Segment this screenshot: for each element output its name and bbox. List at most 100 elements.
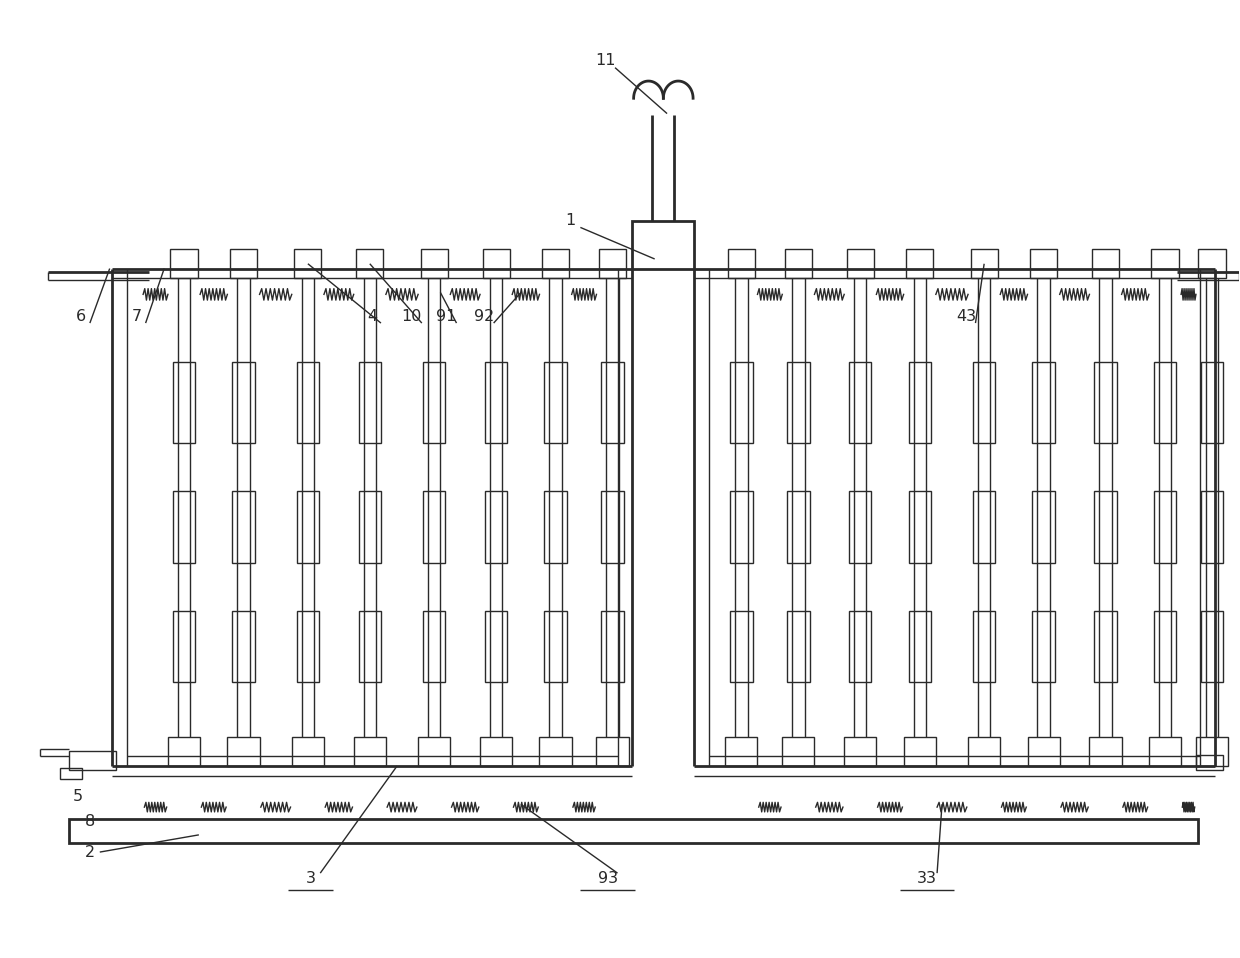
Bar: [787, 362, 810, 444]
Bar: [730, 362, 753, 444]
Bar: [782, 738, 815, 766]
Bar: [1092, 249, 1120, 278]
Bar: [1095, 490, 1117, 562]
Bar: [1154, 362, 1176, 444]
Bar: [485, 490, 507, 562]
Bar: [787, 610, 810, 682]
Bar: [973, 490, 996, 562]
Text: 92: 92: [474, 308, 494, 324]
Bar: [904, 738, 936, 766]
Bar: [542, 249, 569, 278]
Bar: [418, 738, 450, 766]
Bar: [358, 490, 381, 562]
Bar: [423, 490, 445, 562]
Bar: [1149, 738, 1180, 766]
Bar: [849, 490, 872, 562]
Bar: [596, 738, 629, 766]
Bar: [1200, 362, 1223, 444]
Bar: [358, 610, 381, 682]
Bar: [480, 738, 512, 766]
Bar: [61, 768, 82, 780]
Text: 4: 4: [367, 308, 377, 324]
Bar: [232, 362, 254, 444]
Bar: [730, 610, 753, 682]
Bar: [356, 249, 383, 278]
Bar: [968, 738, 1001, 766]
Bar: [973, 610, 996, 682]
Bar: [1030, 249, 1058, 278]
Bar: [420, 249, 448, 278]
Bar: [1198, 249, 1225, 278]
Text: 3: 3: [305, 872, 315, 886]
Bar: [847, 249, 874, 278]
Bar: [1195, 738, 1228, 766]
Bar: [544, 490, 567, 562]
Bar: [1090, 738, 1122, 766]
Text: 11: 11: [595, 53, 615, 67]
Bar: [1154, 610, 1176, 682]
Bar: [172, 610, 195, 682]
Bar: [728, 249, 755, 278]
Bar: [544, 362, 567, 444]
Bar: [1095, 610, 1117, 682]
Bar: [172, 362, 195, 444]
Bar: [601, 490, 624, 562]
Text: 91: 91: [436, 308, 456, 324]
Bar: [906, 249, 934, 278]
Bar: [849, 362, 872, 444]
Bar: [291, 738, 324, 766]
Bar: [787, 490, 810, 562]
Bar: [229, 249, 257, 278]
Bar: [632, 220, 694, 268]
Bar: [730, 490, 753, 562]
Text: 7: 7: [131, 308, 143, 324]
Bar: [725, 738, 758, 766]
Bar: [232, 490, 254, 562]
Bar: [1028, 738, 1060, 766]
Bar: [68, 818, 1198, 842]
Bar: [296, 490, 319, 562]
Text: 43: 43: [957, 308, 977, 324]
Bar: [539, 738, 572, 766]
Bar: [849, 610, 872, 682]
Bar: [232, 610, 254, 682]
Bar: [227, 738, 259, 766]
Bar: [601, 362, 624, 444]
Bar: [1095, 362, 1117, 444]
Bar: [485, 610, 507, 682]
Text: 6: 6: [76, 308, 87, 324]
Bar: [1033, 490, 1055, 562]
Text: 10: 10: [402, 308, 422, 324]
Bar: [1154, 490, 1176, 562]
Bar: [1200, 490, 1223, 562]
Bar: [485, 362, 507, 444]
Bar: [785, 249, 812, 278]
Bar: [68, 751, 115, 770]
Bar: [167, 738, 200, 766]
Bar: [482, 249, 510, 278]
Bar: [296, 362, 319, 444]
Bar: [844, 738, 877, 766]
Bar: [170, 249, 197, 278]
Bar: [971, 249, 998, 278]
Text: 8: 8: [84, 814, 95, 829]
Bar: [544, 610, 567, 682]
Bar: [909, 610, 931, 682]
Text: 1: 1: [565, 214, 575, 228]
Bar: [1033, 610, 1055, 682]
Text: 5: 5: [72, 789, 83, 804]
Bar: [296, 610, 319, 682]
Bar: [601, 610, 624, 682]
Bar: [599, 249, 626, 278]
Bar: [909, 362, 931, 444]
Bar: [294, 249, 321, 278]
Bar: [172, 490, 195, 562]
Bar: [353, 738, 386, 766]
Text: 33: 33: [918, 872, 937, 886]
Bar: [1195, 755, 1223, 770]
Text: 2: 2: [84, 845, 95, 859]
Bar: [973, 362, 996, 444]
Bar: [1033, 362, 1055, 444]
Bar: [423, 610, 445, 682]
Text: 93: 93: [598, 872, 618, 886]
